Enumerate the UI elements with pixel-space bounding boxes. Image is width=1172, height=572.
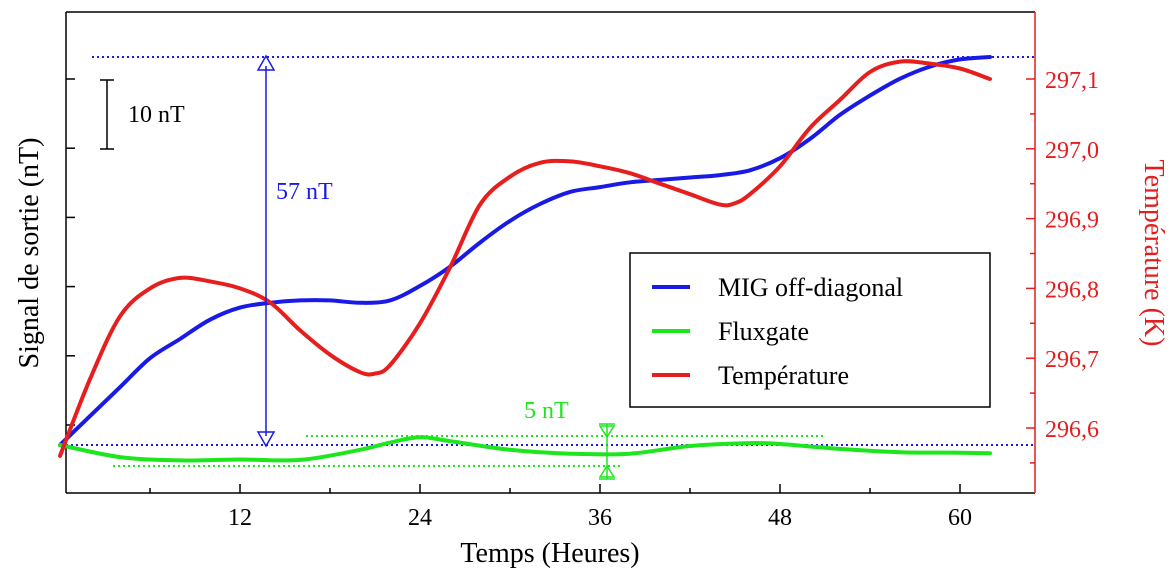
series-line-mig	[58, 55, 992, 447]
green-span-annotation: 5 nT	[524, 398, 616, 480]
scale-bar: 10 nT	[100, 79, 185, 150]
x-axis-title: Temps (Heures)	[460, 538, 639, 569]
green-span-bottom-arrow	[598, 464, 616, 478]
series-line-fluxgate	[58, 435, 992, 463]
blue-span-label: 57 nT	[276, 179, 333, 205]
reference-lines	[66, 56, 1034, 467]
right-tick-label: 296,6	[1045, 417, 1099, 443]
right-tick-label: 296,9	[1045, 208, 1099, 234]
legend-label-fluxgate: Fluxgate	[718, 317, 809, 346]
right-tick-label: 297,0	[1045, 138, 1099, 164]
left-axis-title: Signal de sortie (nT)	[14, 138, 45, 369]
legend-label-mig: MIG off-diagonal	[718, 273, 903, 302]
series-line-temperature	[58, 59, 992, 458]
green-span-label: 5 nT	[524, 398, 569, 424]
left-axis-ticks	[66, 78, 75, 426]
blue-span-top-arrow	[256, 54, 276, 71]
right-tick-label: 296,8	[1045, 277, 1099, 303]
right-axis-ticks: 296,6 296,7 296,8 296,9 297,0 297,1	[1026, 68, 1099, 464]
legend: MIG off-diagonal Fluxgate Température	[629, 252, 991, 408]
series-layer	[58, 55, 992, 463]
scale-bar-label: 10 nT	[128, 102, 185, 128]
blue-span-bottom-arrow	[256, 431, 276, 448]
green-span-top-arrow	[598, 425, 616, 439]
legend-label-temperature: Température	[718, 361, 849, 390]
right-axis-title: Température (K)	[1138, 160, 1169, 347]
x-tick-label: 48	[768, 505, 792, 531]
blue-span-annotation: 57 nT	[256, 54, 333, 448]
x-tick-label: 12	[228, 505, 252, 531]
right-tick-label: 296,7	[1045, 347, 1099, 373]
x-tick-label: 24	[408, 505, 432, 531]
x-axis-ticks: 12 24 36 48 60	[149, 484, 972, 531]
x-tick-label: 60	[948, 505, 972, 531]
plot-frame	[65, 11, 1036, 494]
right-tick-label: 297,1	[1045, 68, 1099, 94]
x-tick-label: 36	[588, 505, 612, 531]
